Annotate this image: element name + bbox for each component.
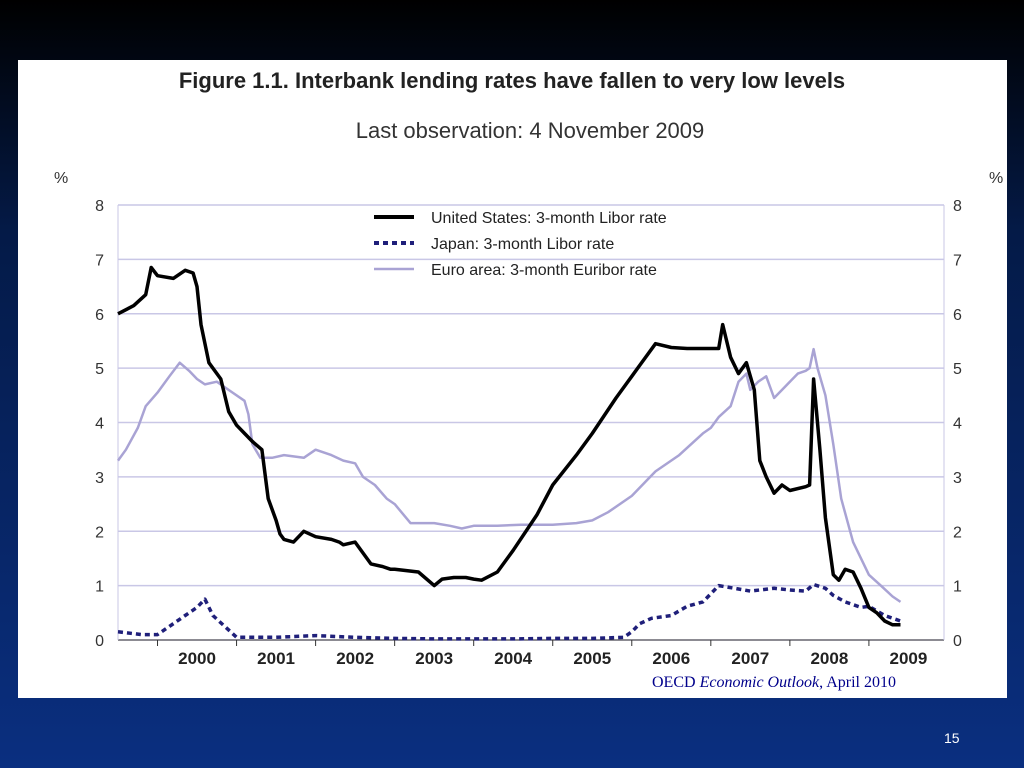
series-line-0 bbox=[117, 265, 901, 627]
x-tick-2005: 2005 bbox=[573, 649, 611, 668]
y-tick-right-4: 4 bbox=[953, 416, 962, 433]
x-tick-2008: 2008 bbox=[810, 649, 848, 668]
source-prefix: OECD bbox=[652, 674, 700, 691]
y-tick-left-6: 6 bbox=[95, 307, 104, 324]
x-tick-2006: 2006 bbox=[652, 649, 690, 668]
x-tick-2007: 2007 bbox=[731, 649, 769, 668]
series-line-2 bbox=[116, 347, 902, 603]
chart-subtitle: Last observation: 4 November 2009 bbox=[355, 118, 705, 143]
source-publication: Economic Outlook bbox=[699, 674, 820, 691]
y-tick-right-6: 6 bbox=[953, 307, 962, 324]
x-tick-2004: 2004 bbox=[494, 649, 532, 668]
y-tick-left-0: 0 bbox=[95, 633, 104, 650]
y-tick-right-8: 8 bbox=[953, 198, 962, 215]
y-tick-left-7: 7 bbox=[95, 252, 104, 269]
source-date: , April 2010 bbox=[819, 674, 896, 691]
chart-panel bbox=[18, 60, 1007, 698]
x-tick-2000: 2000 bbox=[178, 649, 216, 668]
legend-label-2: Euro area: 3-month Euribor rate bbox=[431, 262, 657, 279]
y-tick-left-4: 4 bbox=[95, 416, 104, 433]
y-tick-right-1: 1 bbox=[953, 579, 962, 596]
legend-label-1: Japan: 3-month Libor rate bbox=[431, 236, 614, 253]
y-tick-left-3: 3 bbox=[95, 470, 104, 487]
source-note: OECD Economic Outlook, April 2010 bbox=[652, 674, 896, 692]
y-tick-right-0: 0 bbox=[953, 633, 962, 650]
y-tick-right-3: 3 bbox=[953, 470, 962, 487]
series-line-1 bbox=[117, 582, 902, 641]
y-tick-left-8: 8 bbox=[95, 198, 104, 215]
y-axis-unit-left: % bbox=[54, 170, 69, 187]
legend-label-0: United States: 3-month Libor rate bbox=[431, 210, 667, 227]
y-axis-unit-right: % bbox=[989, 170, 1004, 187]
y-tick-right-5: 5 bbox=[953, 361, 962, 378]
y-tick-right-7: 7 bbox=[953, 252, 962, 269]
slide-number: 15 bbox=[944, 730, 960, 746]
y-tick-left-1: 1 bbox=[95, 579, 104, 596]
y-tick-right-2: 2 bbox=[953, 524, 962, 541]
chart-title: Figure 1.1. Interbank lending rates have… bbox=[178, 68, 846, 93]
x-tick-2001: 2001 bbox=[257, 649, 295, 668]
x-tick-2002: 2002 bbox=[336, 649, 374, 668]
y-tick-left-5: 5 bbox=[95, 361, 104, 378]
x-tick-2003: 2003 bbox=[415, 649, 453, 668]
y-tick-left-2: 2 bbox=[95, 524, 104, 541]
x-tick-2009: 2009 bbox=[890, 649, 928, 668]
